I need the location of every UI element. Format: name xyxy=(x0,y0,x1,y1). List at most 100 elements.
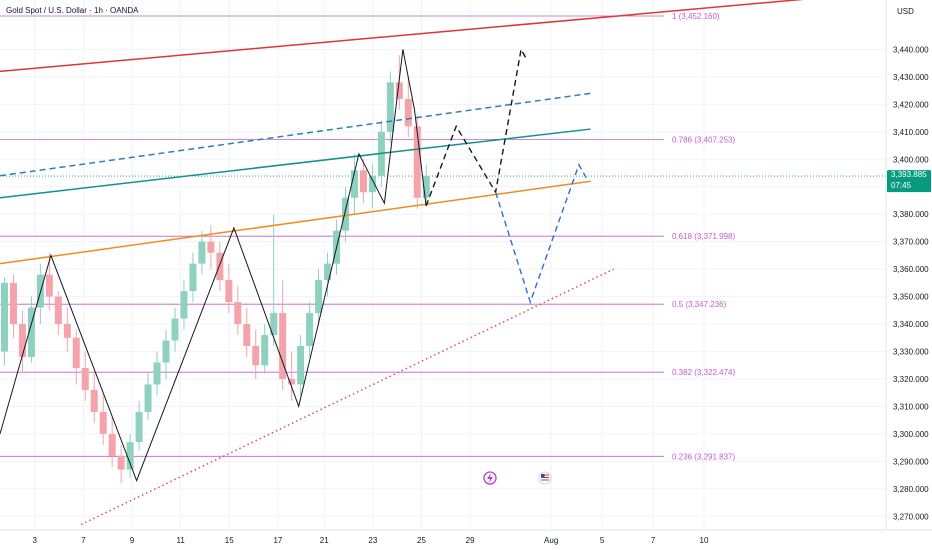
candle-body xyxy=(18,324,26,357)
date-tick-label: 29 xyxy=(466,536,475,545)
candle-body xyxy=(153,362,161,385)
orange-channel-line xyxy=(0,180,591,265)
fib-label: 0.5 (3,347.236) xyxy=(672,300,727,309)
candle-body xyxy=(216,252,224,281)
price-tick-label: 3,430.000 xyxy=(893,73,929,82)
price-tick-label: 3,370.000 xyxy=(893,238,929,247)
candle-body xyxy=(324,263,332,281)
candle-body xyxy=(315,280,323,314)
price-tick-label: 3,400.000 xyxy=(893,155,929,164)
candle-body xyxy=(117,455,125,470)
date-tick-label: 7 xyxy=(81,536,86,545)
candle-body xyxy=(171,318,179,341)
date-tick-label: 21 xyxy=(320,536,329,545)
price-tick-label: 3,410.000 xyxy=(893,128,929,137)
candle-body xyxy=(27,307,35,357)
candle-body xyxy=(297,346,305,385)
price-tick-label: 3,270.000 xyxy=(893,512,929,521)
candle-body xyxy=(99,411,107,434)
candle-body xyxy=(404,98,412,127)
date-tick-label: 5 xyxy=(600,536,605,545)
candle-body xyxy=(225,280,233,303)
date-tick-label: 11 xyxy=(176,536,185,545)
candle-body xyxy=(54,296,62,325)
candle-body xyxy=(90,389,98,412)
price-tick-label: 3,440.000 xyxy=(893,45,929,54)
current-price-value: 3,393.885 xyxy=(891,170,927,179)
candle-body xyxy=(306,313,314,347)
price-tick-label: 3,280.000 xyxy=(893,485,929,494)
date-tick-label: 23 xyxy=(368,536,377,545)
date-tick-label: Aug xyxy=(544,536,558,545)
price-tick-label: 3,420.000 xyxy=(893,100,929,109)
red-channel-line xyxy=(0,0,805,73)
date-tick-label: 9 xyxy=(130,536,135,545)
candle-body xyxy=(207,241,215,253)
price-tick-label: 3,350.000 xyxy=(893,293,929,302)
candle-body xyxy=(279,313,287,379)
candle-body xyxy=(135,411,143,443)
fib-label: 0.618 (3,371.998) xyxy=(672,232,735,241)
candle-body xyxy=(395,82,403,99)
zigzag-paths xyxy=(0,47,589,482)
candle-body xyxy=(72,337,80,368)
price-tick-label: 3,340.000 xyxy=(893,320,929,329)
projection-blue-path xyxy=(494,163,589,305)
candle-body xyxy=(413,126,421,198)
candle-body xyxy=(350,170,358,198)
candle-body xyxy=(189,263,197,292)
price-tick-label: 3,360.000 xyxy=(893,265,929,274)
date-tick-label: 7 xyxy=(651,536,656,545)
date-tick-label: 17 xyxy=(273,536,282,545)
fib-label: 1 (3,452.160) xyxy=(672,12,720,21)
currency-label[interactable]: USD xyxy=(897,7,914,16)
candle-body xyxy=(180,291,188,319)
bar-countdown: 07:45 xyxy=(891,181,912,190)
candle-body xyxy=(359,170,367,193)
date-tick-label: 15 xyxy=(225,536,234,545)
price-axis-panel[interactable] xyxy=(886,0,932,550)
candle-body xyxy=(162,340,170,363)
candle-body xyxy=(261,335,269,366)
fib-label: 0.236 (3,291.837) xyxy=(672,452,735,461)
teal-channel-line xyxy=(0,128,591,199)
candle-body xyxy=(108,433,116,456)
fib-label: 0.382 (3,322.474) xyxy=(672,368,735,377)
chart-title: Gold Spot / U.S. Dollar · 1h · OANDA xyxy=(6,6,139,15)
price-tick-label: 3,290.000 xyxy=(893,457,929,466)
candle-body xyxy=(144,384,152,412)
candle-body xyxy=(126,442,134,470)
candle-body xyxy=(234,302,242,325)
candle-body xyxy=(63,324,71,338)
price-tick-label: 3,310.000 xyxy=(893,402,929,411)
fib-label: 0.786 (3,407.253) xyxy=(672,135,735,144)
candle-body xyxy=(368,175,376,193)
candle-body xyxy=(386,82,394,132)
candle-body xyxy=(9,282,17,325)
candle-body xyxy=(341,197,349,231)
candle-body xyxy=(45,274,53,297)
current-price-marker: 3,393.885 07:45 xyxy=(887,170,931,193)
candle-body xyxy=(288,378,296,385)
date-tick-label: 10 xyxy=(700,536,709,545)
lightning-event-icon[interactable] xyxy=(483,471,497,485)
fib-levels: 1 (3,452.160) 0.786 (3,407.253) 0.618 (3,3… xyxy=(0,12,735,461)
candle-body xyxy=(243,324,251,347)
price-tick-label: 3,320.000 xyxy=(893,375,929,384)
current-price-badge xyxy=(887,170,931,193)
candle-body xyxy=(422,175,430,198)
zigzag-path xyxy=(0,49,427,482)
price-tick-label: 3,330.000 xyxy=(893,348,929,357)
date-tick-label: 3 xyxy=(33,536,38,545)
trend-lines xyxy=(0,0,805,526)
price-tick-label: 3,300.000 xyxy=(893,430,929,439)
candle-body xyxy=(0,282,8,352)
price-ticks: 3,270.000 3,280.000 3,290.000 3,300.000 3,31… xyxy=(893,45,929,521)
candle-body xyxy=(81,367,89,390)
us-flag-event-icon[interactable] xyxy=(538,471,552,485)
candle-body xyxy=(270,313,278,336)
candle-body xyxy=(252,346,260,366)
date-ticks: 3 7 9 11 15 17 21 23 25 29 Aug 5 7 10 xyxy=(33,536,709,545)
